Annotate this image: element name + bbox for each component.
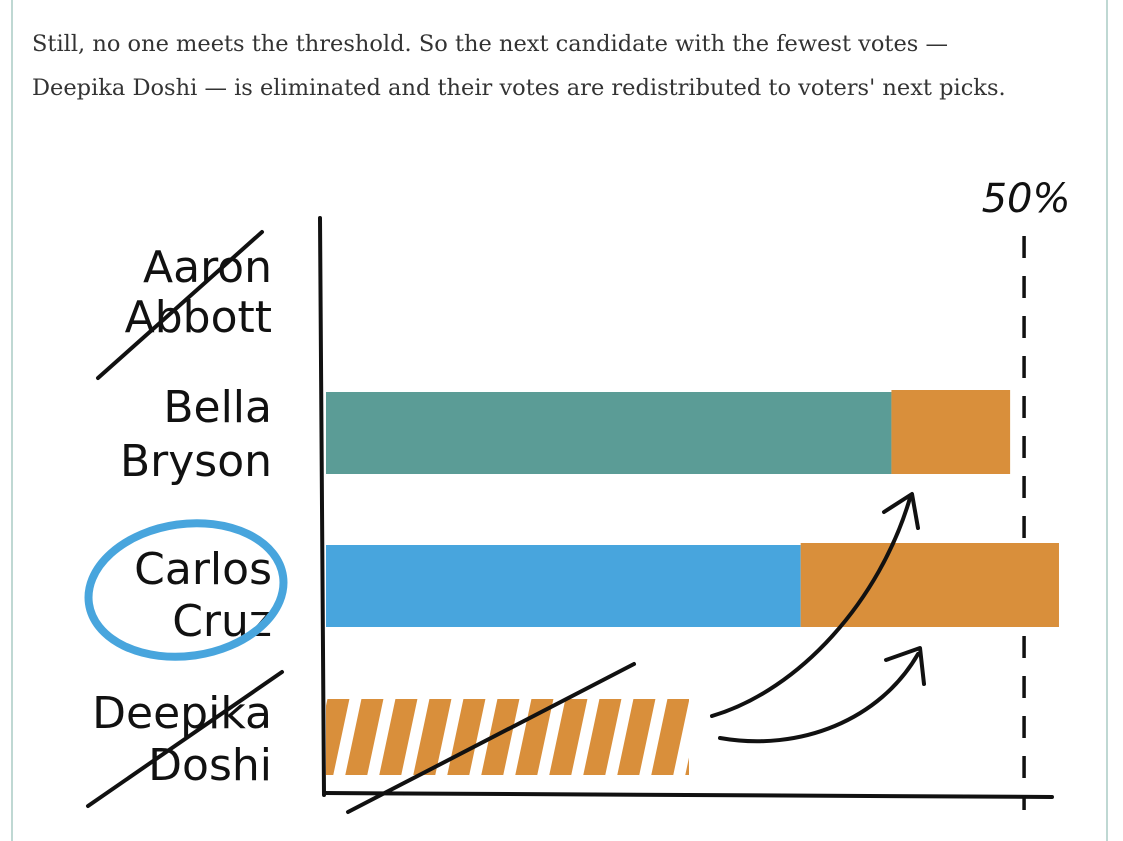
x-axis — [322, 791, 1054, 799]
deepika-strikethrough — [86, 670, 284, 808]
arrow-to-carlos-head — [884, 646, 926, 686]
label-carlos-last: Cruz — [172, 596, 272, 647]
caption-line-2: Deepika Doshi — is eliminated and their … — [32, 75, 1006, 101]
bar-bella-redistributed — [891, 390, 1011, 474]
bars-group — [326, 390, 1059, 775]
arrow-to-bella-head — [882, 492, 920, 530]
bar-deepika-eliminated — [326, 699, 689, 775]
label-carlos-first: Carlos — [134, 544, 272, 595]
aaron-strikethrough — [96, 230, 264, 380]
label-bella-last: Bryson — [120, 436, 272, 487]
threshold-label: 50% — [982, 176, 1071, 222]
bar-bella-original — [326, 392, 892, 474]
label-aaron-first: Aaron — [143, 242, 272, 293]
arrow-to-bella — [710, 496, 912, 718]
label-deepika-first: Deepika — [92, 688, 272, 739]
y-axis — [318, 216, 326, 797]
winner-circle — [84, 519, 288, 661]
explanation-paragraph: Still, no one meets the threshold. So th… — [32, 22, 1092, 110]
caption-line-1: Still, no one meets the threshold. So th… — [32, 31, 948, 57]
bar-carlos-redistributed — [800, 543, 1059, 627]
candidate-labels: Aaron Abbott Bella Bryson Carlos Cruz De… — [92, 242, 272, 791]
label-bella-first: Bella — [163, 382, 272, 433]
label-deepika-last: Doshi — [148, 740, 272, 791]
arrow-to-carlos — [718, 652, 920, 744]
bar-carlos-original — [326, 545, 801, 627]
deepika-bar-strikethrough — [346, 662, 636, 814]
content-frame — [11, 0, 1108, 841]
